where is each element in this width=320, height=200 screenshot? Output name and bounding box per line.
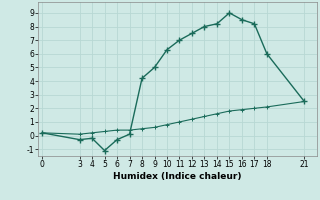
- X-axis label: Humidex (Indice chaleur): Humidex (Indice chaleur): [113, 172, 242, 181]
